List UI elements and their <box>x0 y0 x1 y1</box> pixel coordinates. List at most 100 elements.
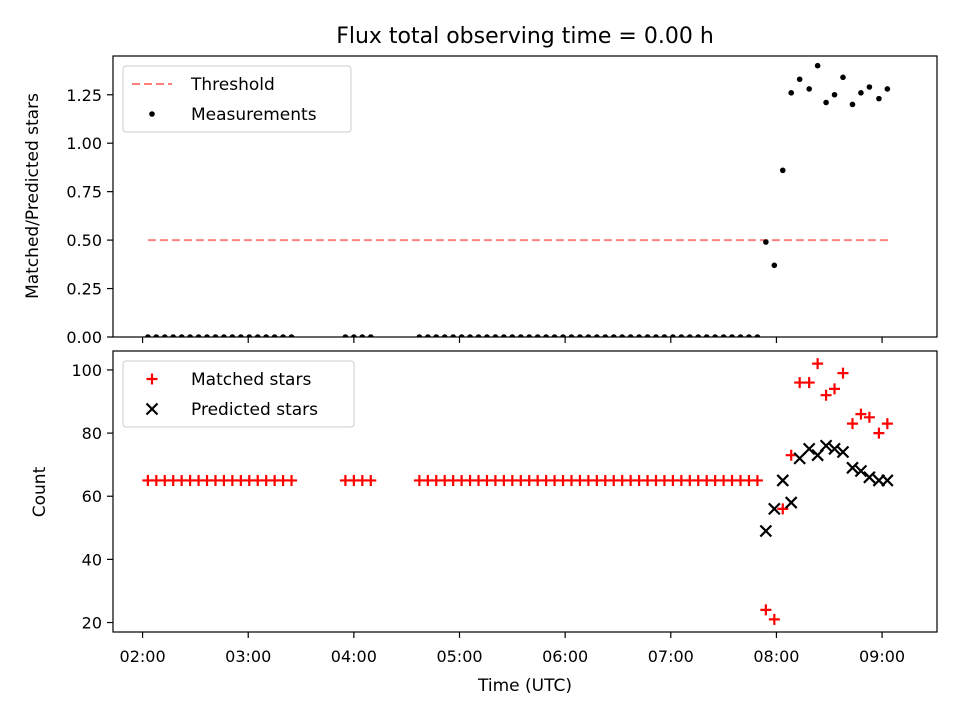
bottom-y-tick-label-4: 100 <box>71 361 102 380</box>
matched-stars-point-63 <box>760 604 772 616</box>
measurements-point-13 <box>254 334 261 337</box>
x-tick-label-5: 07:00 <box>648 647 694 666</box>
measurements-point-75 <box>866 84 873 90</box>
measurements-point-49 <box>644 334 651 337</box>
measurements-point-47 <box>627 334 634 337</box>
x-tick-label-0: 02:00 <box>120 647 166 666</box>
legend-measurements-label: Measurements <box>191 105 317 125</box>
measurements-point-31 <box>492 334 499 337</box>
measurements-point-77 <box>884 86 891 92</box>
measurements-point-61 <box>746 334 752 337</box>
matched-stars-point-62 <box>751 474 763 486</box>
measurements-point-40 <box>568 334 575 337</box>
measurements-point-18 <box>342 334 349 337</box>
measurements-point-14 <box>263 334 269 337</box>
matched-stars-point-76 <box>873 427 885 439</box>
measurements-point-63 <box>763 239 769 245</box>
measurements-point-5 <box>187 334 193 337</box>
measurements-point-48 <box>636 334 642 337</box>
measurements-point-34 <box>517 334 524 337</box>
predicted-stars-point-10 <box>846 461 859 475</box>
bottom-panel: 02:00 03:00 04:00 05:00 06:00 07:00 08:00 09:00… <box>71 350 938 666</box>
matched-stars-point-71 <box>829 383 841 395</box>
measurements-point-12 <box>246 334 253 337</box>
predicted-stars-point-14 <box>881 474 894 487</box>
measurements-point-69 <box>814 62 821 69</box>
measurements-point-56 <box>703 334 710 337</box>
matched-stars-point-75 <box>863 411 875 423</box>
measurements-point-4 <box>178 334 185 337</box>
measurements-point-71 <box>831 91 838 98</box>
measurements-point-41 <box>577 334 583 337</box>
predicted-stars-point-0 <box>759 524 773 538</box>
measurements-point-62 <box>754 334 761 337</box>
top-y-tick-label-2: 0.50 <box>66 231 102 250</box>
matched-stars-series <box>142 358 893 625</box>
measurements-point-10 <box>229 334 236 337</box>
measurements-point-72 <box>840 74 846 81</box>
measurements-point-27 <box>458 334 465 337</box>
legend-matched-stars-swatch <box>146 373 158 385</box>
matched-stars-point-68 <box>803 377 815 389</box>
measurements-point-25 <box>441 334 448 337</box>
chart-title: Flux total observing time = 0.00 h <box>336 24 714 49</box>
measurements-point-44 <box>602 334 609 337</box>
matched-stars-point-64 <box>768 613 780 625</box>
measurements-point-37 <box>543 334 549 337</box>
measurements-series <box>145 62 891 337</box>
bottom-plot-frame <box>112 350 938 633</box>
measurements-point-15 <box>271 334 278 337</box>
matched-stars-point-70 <box>820 389 832 401</box>
bottom-y-axis-label: Count <box>30 466 50 517</box>
measurements-point-7 <box>204 334 210 337</box>
x-axis-label: Time (UTC) <box>477 676 572 696</box>
measurements-point-55 <box>695 334 702 337</box>
predicted-stars-point-3 <box>784 496 798 509</box>
measurements-point-1 <box>153 334 160 337</box>
measurements-point-36 <box>534 334 541 337</box>
measurements-point-16 <box>280 334 286 337</box>
measurements-point-19 <box>351 334 357 337</box>
measurements-point-3 <box>170 334 177 337</box>
x-tick-label-1: 03:00 <box>225 647 271 666</box>
measurements-point-32 <box>501 334 507 337</box>
measurements-point-20 <box>359 334 366 337</box>
measurements-point-11 <box>238 334 244 337</box>
predicted-stars-series <box>759 439 894 538</box>
legend-predicted-stars-label: Predicted stars <box>191 400 318 420</box>
bottom-y-tick-label-3: 80 <box>82 424 102 443</box>
x-tick-label-3: 05:00 <box>436 647 482 666</box>
measurements-point-29 <box>475 334 482 337</box>
measurements-point-65 <box>779 167 786 174</box>
matched-stars-point-72 <box>837 367 849 379</box>
measurements-point-8 <box>212 334 219 337</box>
measurements-point-46 <box>619 334 625 337</box>
top-y-axis-label: Matched/Predicted stars <box>23 93 43 299</box>
measurements-point-26 <box>450 334 456 337</box>
matched-stars-point-21 <box>365 474 377 486</box>
predicted-stars-point-9 <box>836 445 850 459</box>
top-legend: Threshold Measurements <box>122 65 352 133</box>
measurements-point-60 <box>737 334 744 337</box>
predicted-stars-point-2 <box>776 474 790 487</box>
predicted-stars-point-4 <box>793 452 806 465</box>
measurements-point-59 <box>729 334 735 337</box>
measurements-point-6 <box>195 334 202 337</box>
measurements-point-70 <box>823 99 829 106</box>
measurements-point-67 <box>796 76 803 83</box>
x-tick-label-4: 06:00 <box>542 647 588 666</box>
measurements-point-39 <box>560 334 566 337</box>
legend-measurements-swatch <box>149 111 155 117</box>
measurements-point-42 <box>585 334 592 337</box>
bottom-y-tick-label-2: 60 <box>82 487 102 506</box>
legend-predicted-stars-swatch <box>145 402 159 416</box>
predicted-stars-point-1 <box>768 502 781 516</box>
measurements-point-2 <box>161 334 168 337</box>
measurements-point-73 <box>849 101 856 108</box>
matched-stars-point-66 <box>785 449 797 461</box>
matched-stars-point-65 <box>777 503 789 515</box>
measurements-point-0 <box>145 334 151 337</box>
x-tick-label-2: 04:00 <box>331 647 377 666</box>
measurements-point-64 <box>771 262 778 269</box>
measurements-point-23 <box>425 334 431 337</box>
